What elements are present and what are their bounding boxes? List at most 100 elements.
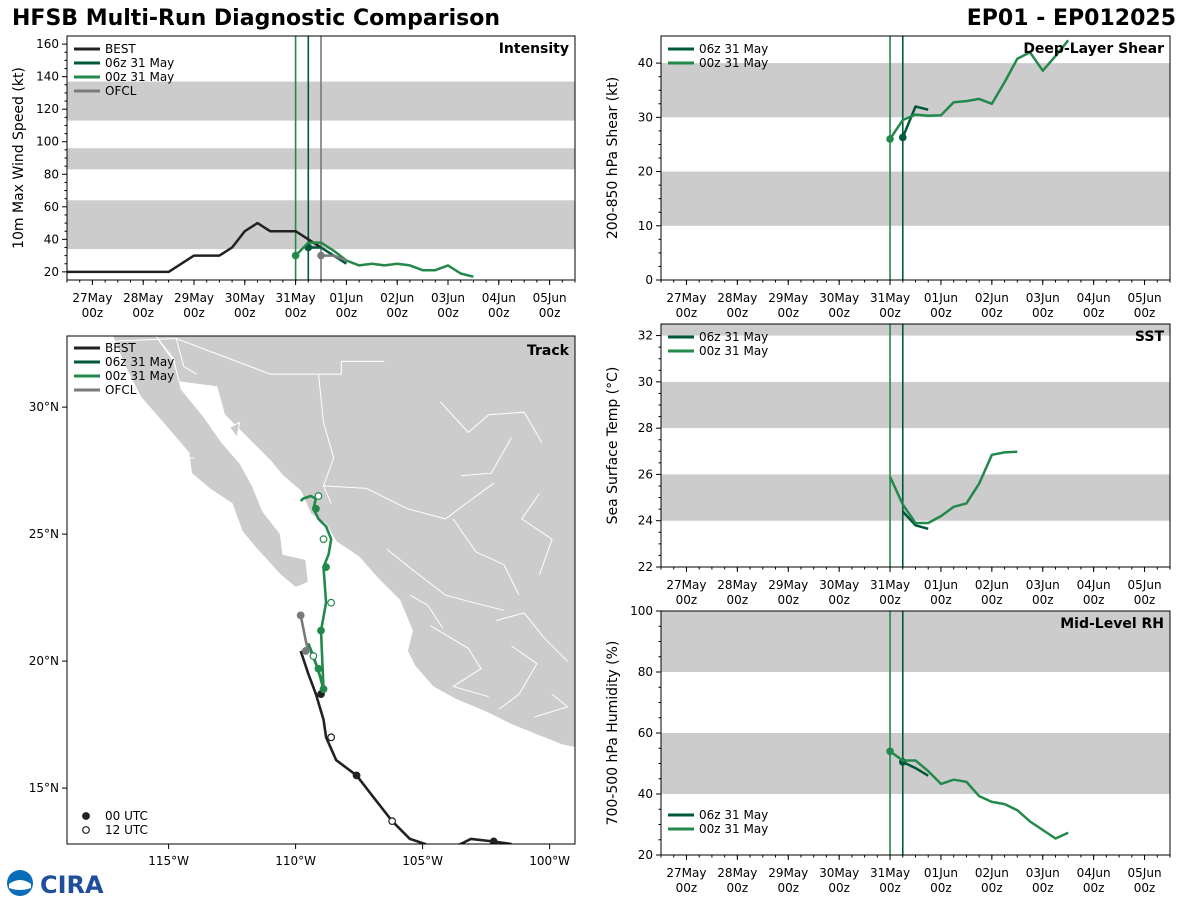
y-tick-label: 26 bbox=[638, 467, 653, 481]
legend-label: OFCL bbox=[105, 84, 137, 98]
x-tick-sublabel: 00z bbox=[676, 881, 698, 895]
x-tick-label: 30May bbox=[225, 291, 265, 305]
y-tick-label: 32 bbox=[638, 329, 653, 343]
plot-frame bbox=[660, 323, 1171, 568]
reference-band bbox=[661, 474, 1170, 521]
x-tick-label: 01Jun bbox=[924, 578, 958, 592]
track-panel: 115°W 110°W 105°W 100°W 15°N 20°N 25°N 30°N Trac… bbox=[29, 335, 576, 868]
lat-tick-label: 30°N bbox=[29, 400, 59, 414]
cira-logo-text: CIRA bbox=[40, 871, 104, 899]
x-tick-label: 03Jun bbox=[1026, 866, 1060, 880]
track-marker-best bbox=[489, 837, 498, 844]
legend-label: 00z 31 May bbox=[105, 369, 174, 383]
track-marker-run00 bbox=[314, 664, 323, 673]
track-marker-run00 bbox=[319, 685, 328, 693]
x-tick-sublabel: 00z bbox=[1134, 593, 1156, 607]
x-tick-sublabel: 00z bbox=[1032, 306, 1054, 320]
state-border-line bbox=[498, 645, 538, 710]
reference-band bbox=[661, 171, 1170, 226]
x-tick-label: 05Jun bbox=[1128, 866, 1162, 880]
x-tick-sublabel: 00z bbox=[1083, 306, 1105, 320]
marker-00utc-legend bbox=[82, 812, 90, 820]
x-tick-sublabel: 00z bbox=[930, 306, 952, 320]
x-tick-sublabel: 00z bbox=[777, 306, 799, 320]
x-tick-label: 01Jun bbox=[924, 866, 958, 880]
series-line-run06 bbox=[308, 246, 348, 265]
track-line-run00 bbox=[299, 494, 333, 691]
lat-tick-label: 25°N bbox=[29, 527, 59, 541]
series-line-run00 bbox=[294, 241, 474, 278]
panel-title: SST bbox=[1135, 329, 1165, 345]
legend-label: 00z 31 May bbox=[699, 344, 768, 358]
track-marker-best bbox=[327, 733, 336, 742]
state-border-line bbox=[520, 493, 553, 575]
x-tick-sublabel: 00z bbox=[1083, 881, 1105, 895]
reference-band bbox=[661, 611, 1170, 672]
state-border-line bbox=[496, 612, 568, 662]
track-marker-run00 bbox=[309, 652, 318, 660]
x-tick-sublabel: 00z bbox=[981, 593, 1003, 607]
legend-label: 06z 31 May bbox=[105, 56, 174, 70]
track-marker-best bbox=[352, 771, 361, 780]
x-tick-sublabel: 00z bbox=[777, 881, 799, 895]
cira-logo: CIRA bbox=[7, 870, 104, 899]
track-line-best bbox=[299, 650, 512, 844]
x-tick-label: 31May bbox=[870, 291, 910, 305]
state-border-line bbox=[534, 693, 569, 718]
state-border-line bbox=[318, 374, 335, 504]
x-tick-sublabel: 00z bbox=[183, 306, 205, 320]
x-tick-sublabel: 00z bbox=[285, 306, 307, 320]
x-tick-label: 30May bbox=[819, 866, 859, 880]
series-line-run00 bbox=[888, 39, 1070, 140]
y-tick-label: 22 bbox=[638, 560, 653, 574]
legend-label: 06z 31 May bbox=[699, 808, 768, 822]
series-line-run06 bbox=[901, 105, 929, 138]
legend-label: 00z 31 May bbox=[105, 70, 174, 84]
x-tick-label: 31May bbox=[870, 578, 910, 592]
y-tick-label: 120 bbox=[36, 102, 59, 116]
x-tick-label: 28May bbox=[123, 291, 163, 305]
x-tick-label: 29May bbox=[768, 578, 808, 592]
track-marker-ofcl bbox=[301, 647, 310, 655]
x-tick-sublabel: 00z bbox=[488, 306, 510, 320]
x-tick-sublabel: 00z bbox=[777, 593, 799, 607]
series-start-point-ofcl bbox=[317, 251, 325, 260]
x-tick-sublabel: 00z bbox=[676, 593, 698, 607]
legend-label: BEST bbox=[105, 42, 136, 56]
x-tick-sublabel: 00z bbox=[539, 306, 561, 320]
x-tick-sublabel: 00z bbox=[1032, 881, 1054, 895]
y-axis-label: 10m Max Wind Speed (kt) bbox=[11, 67, 27, 249]
mainland-mexico-shape bbox=[155, 336, 575, 749]
intensity-panel: 2040608010012014016027May00z28May00z29Ma… bbox=[11, 35, 576, 320]
y-tick-label: 20 bbox=[44, 265, 59, 279]
map-land-group bbox=[112, 336, 575, 844]
lat-tick-label: 15°N bbox=[29, 781, 59, 795]
series-line-best bbox=[67, 221, 322, 274]
x-tick-sublabel: 00z bbox=[727, 306, 749, 320]
reference-band bbox=[661, 381, 1170, 429]
series-line-run00 bbox=[888, 450, 1018, 525]
x-tick-label: 03Jun bbox=[1026, 291, 1060, 305]
x-tick-label: 28May bbox=[717, 866, 757, 880]
state-border-line bbox=[409, 594, 444, 629]
shear-panel: 01020304027May00z28May00z29May00z30May00… bbox=[605, 35, 1171, 320]
series-start-point-run00 bbox=[886, 747, 894, 756]
marker-12utc-legend bbox=[82, 826, 90, 834]
storm-id-label: EP01 - EP012025 bbox=[966, 6, 1176, 31]
y-tick-label: 100 bbox=[36, 135, 59, 149]
x-tick-label: 28May bbox=[717, 291, 757, 305]
panel-title: Intensity bbox=[499, 41, 569, 57]
lon-tick-label: 100°W bbox=[529, 854, 570, 868]
legend-label: OFCL bbox=[105, 383, 137, 397]
y-tick-label: 40 bbox=[638, 787, 653, 801]
lon-tick-label: 110°W bbox=[275, 854, 316, 868]
y-axis-label: Sea Surface Temp (°C) bbox=[605, 367, 621, 525]
track-marker-best bbox=[388, 817, 397, 826]
x-tick-sublabel: 00z bbox=[386, 306, 408, 320]
marker-legend-label: 00 UTC bbox=[105, 809, 148, 823]
x-tick-label: 31May bbox=[870, 866, 910, 880]
x-tick-sublabel: 00z bbox=[676, 306, 698, 320]
x-tick-label: 02Jun bbox=[975, 291, 1009, 305]
series-line-run06 bbox=[901, 510, 929, 531]
